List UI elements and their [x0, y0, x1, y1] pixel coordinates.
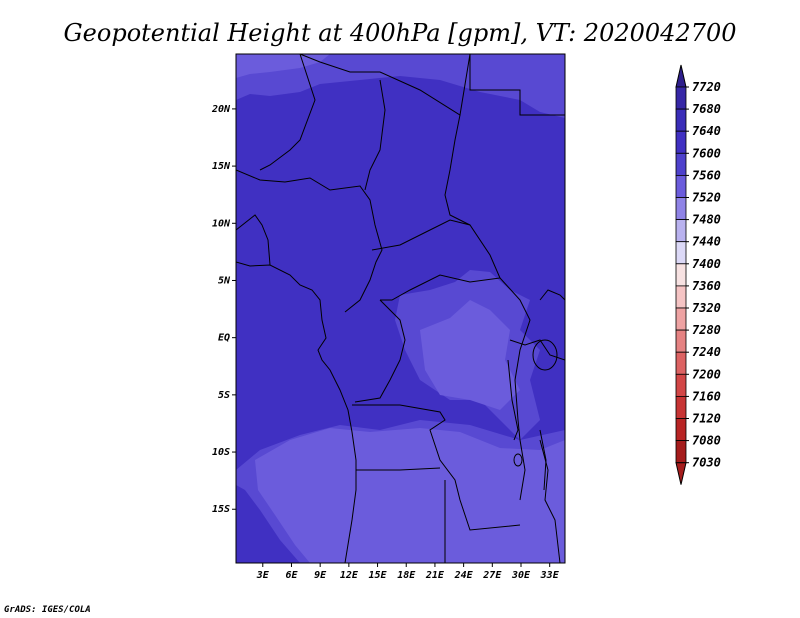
- y-tick-label: 10N: [212, 218, 231, 229]
- colorbar-label: 7080: [692, 434, 721, 448]
- x-tick-label: 9E: [314, 570, 327, 581]
- border-car: [371, 219, 501, 301]
- border-angola-zambia: [352, 404, 521, 531]
- x-axis: 3E 6E 9E 12E 15E 18E 21E 24E 27E 30E 33E: [256, 563, 560, 581]
- x-tick-label: 33E: [540, 570, 560, 581]
- colorbar-label: 7030: [692, 456, 721, 470]
- colorbar-swatch: [675, 285, 687, 309]
- colorbar-swatch: [675, 108, 687, 132]
- colorbar-label: 7400: [692, 257, 721, 271]
- x-tick-label: 30E: [511, 570, 531, 581]
- colorbar-swatch: [675, 174, 687, 198]
- colorbar-swatch: [675, 219, 687, 243]
- x-tick-label: 27E: [482, 570, 502, 581]
- field-central-7520: [420, 300, 520, 410]
- colorbar-label: 7440: [692, 235, 721, 249]
- colorbar-label: 7680: [692, 102, 721, 116]
- x-tick-label: 12E: [340, 570, 359, 581]
- lake-malawi: [539, 429, 547, 491]
- border-angola-namibia: [356, 467, 441, 471]
- y-tick-label: 10S: [212, 447, 230, 458]
- colorbar-swatch: [675, 197, 687, 221]
- colorbar-swatch: [675, 351, 687, 375]
- lakes: [507, 339, 558, 491]
- y-tick-label: 5N: [218, 275, 231, 286]
- colorbar-label: 7480: [692, 213, 721, 227]
- y-tick-label: 5S: [218, 390, 230, 401]
- lake-victoria: [532, 339, 558, 371]
- colorbar-swatch: [675, 152, 687, 176]
- grads-credit: GrADS: IGES/COLA: [4, 605, 91, 615]
- colorbar-label: 7720: [692, 80, 721, 94]
- colorbar-swatch: [675, 395, 687, 419]
- border-kenya-tanzania: [509, 339, 565, 361]
- colorbar-label: 7520: [692, 191, 721, 205]
- y-tick-label: 15S: [212, 504, 230, 515]
- map-frame: [235, 53, 566, 564]
- colorbar-bottom-arrow: [675, 462, 687, 485]
- colorbar-label: 7160: [692, 389, 721, 403]
- x-tick-label: 18E: [397, 570, 416, 581]
- y-tick-label: 15N: [212, 161, 231, 172]
- map-title: Geopotential Height at 400hPa [gpm], VT:…: [64, 19, 737, 47]
- colorbar-label: 7640: [692, 124, 721, 138]
- colorbar-swatch: [675, 418, 687, 442]
- height-field: [236, 54, 565, 563]
- x-tick-label: 3E: [256, 570, 270, 581]
- colorbar-swatch: [675, 263, 687, 287]
- border-egypt-sudan: [469, 54, 565, 116]
- coastline-west: [236, 261, 357, 563]
- country-borders: [236, 54, 565, 563]
- border-uganda: [539, 289, 565, 301]
- border-drc-east: [499, 277, 531, 501]
- colorbar-swatch: [675, 307, 687, 331]
- border-benin-togo: [236, 214, 271, 266]
- colorbar-label: 7320: [692, 301, 721, 315]
- border-niger-algeria: [259, 54, 316, 171]
- lake-tanganyika: [507, 359, 519, 441]
- x-tick-label: 15E: [369, 570, 388, 581]
- lake-mweru: [513, 453, 523, 467]
- colorbar-swatch: [675, 440, 687, 464]
- colorbar: 7720 7680 7640 7600 7560 7520 7480 7440 7400 7360…: [675, 64, 721, 485]
- border-chad-sudan: [444, 114, 471, 226]
- y-tick-label: 20N: [211, 104, 231, 115]
- colorbar-swatch: [675, 86, 687, 110]
- colorbar-label: 7280: [692, 323, 721, 337]
- colorbar-label: 7240: [692, 345, 721, 359]
- y-axis: 20N 15N 10N 5N EQ 5S 10S 15S: [211, 104, 236, 515]
- field-south-7520: [255, 428, 565, 563]
- border-congo: [354, 299, 406, 403]
- field-northwest-7520: [236, 54, 330, 78]
- colorbar-swatch: [675, 130, 687, 154]
- colorbar-swatch: [675, 373, 687, 397]
- x-tick-label: 6E: [285, 570, 298, 581]
- field-north-7560: [236, 54, 565, 118]
- border-malawi-mozambique: [539, 439, 561, 563]
- border-nigeria-cameroon: [236, 169, 383, 313]
- colorbar-label: 7360: [692, 279, 721, 293]
- colorbar-label: 7560: [692, 168, 721, 182]
- y-tick-label: EQ: [218, 333, 230, 344]
- x-tick-label: 21E: [425, 570, 445, 581]
- colorbar-label: 7120: [692, 412, 721, 426]
- colorbar-label: 7600: [692, 146, 721, 160]
- colorbar-swatch: [675, 329, 687, 353]
- colorbar-label: 7200: [692, 367, 721, 381]
- border-chad-niger: [364, 79, 386, 191]
- x-tick-label: 24E: [454, 570, 474, 581]
- colorbar-top-arrow: [675, 64, 687, 88]
- colorbar-swatch: [675, 241, 687, 265]
